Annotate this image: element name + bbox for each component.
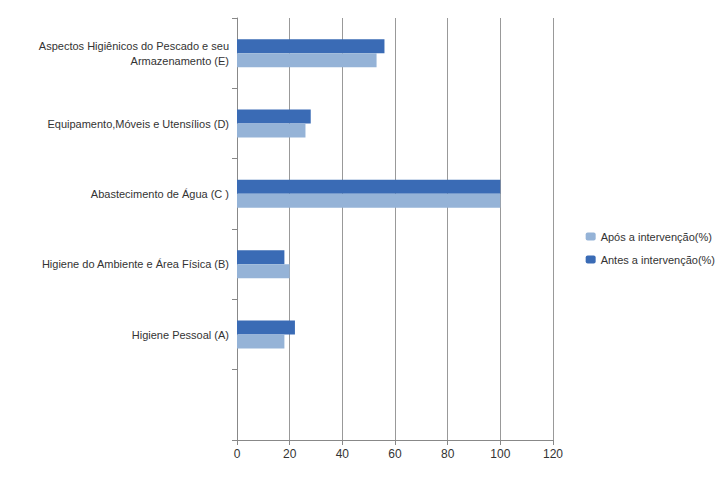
- svg-text:80: 80: [441, 447, 455, 461]
- svg-text:Antes a intervenção(%): Antes a intervenção(%): [601, 254, 715, 266]
- svg-text:20: 20: [283, 447, 297, 461]
- svg-text:120: 120: [543, 447, 563, 461]
- svg-text:100: 100: [490, 447, 510, 461]
- svg-text:Higiene do Ambiente e Área Fís: Higiene do Ambiente e Área Física (B): [42, 258, 229, 270]
- svg-text:Armazenamento (E): Armazenamento (E): [131, 55, 229, 67]
- svg-text:Aspectos Higiênicos do Pescado: Aspectos Higiênicos do Pescado e seu: [39, 40, 229, 52]
- svg-text:Higiene Pessoal (A): Higiene Pessoal (A): [132, 329, 229, 341]
- svg-text:Equipamento,Móveis e Utensílio: Equipamento,Móveis e Utensílios (D): [47, 118, 229, 130]
- svg-text:Abastecimento de Água (C ): Abastecimento de Água (C ): [91, 188, 229, 200]
- svg-text:60: 60: [388, 447, 402, 461]
- svg-text:40: 40: [336, 447, 350, 461]
- svg-text:Após a intervenção(%): Após a intervenção(%): [601, 231, 712, 243]
- svg-text:0: 0: [234, 447, 241, 461]
